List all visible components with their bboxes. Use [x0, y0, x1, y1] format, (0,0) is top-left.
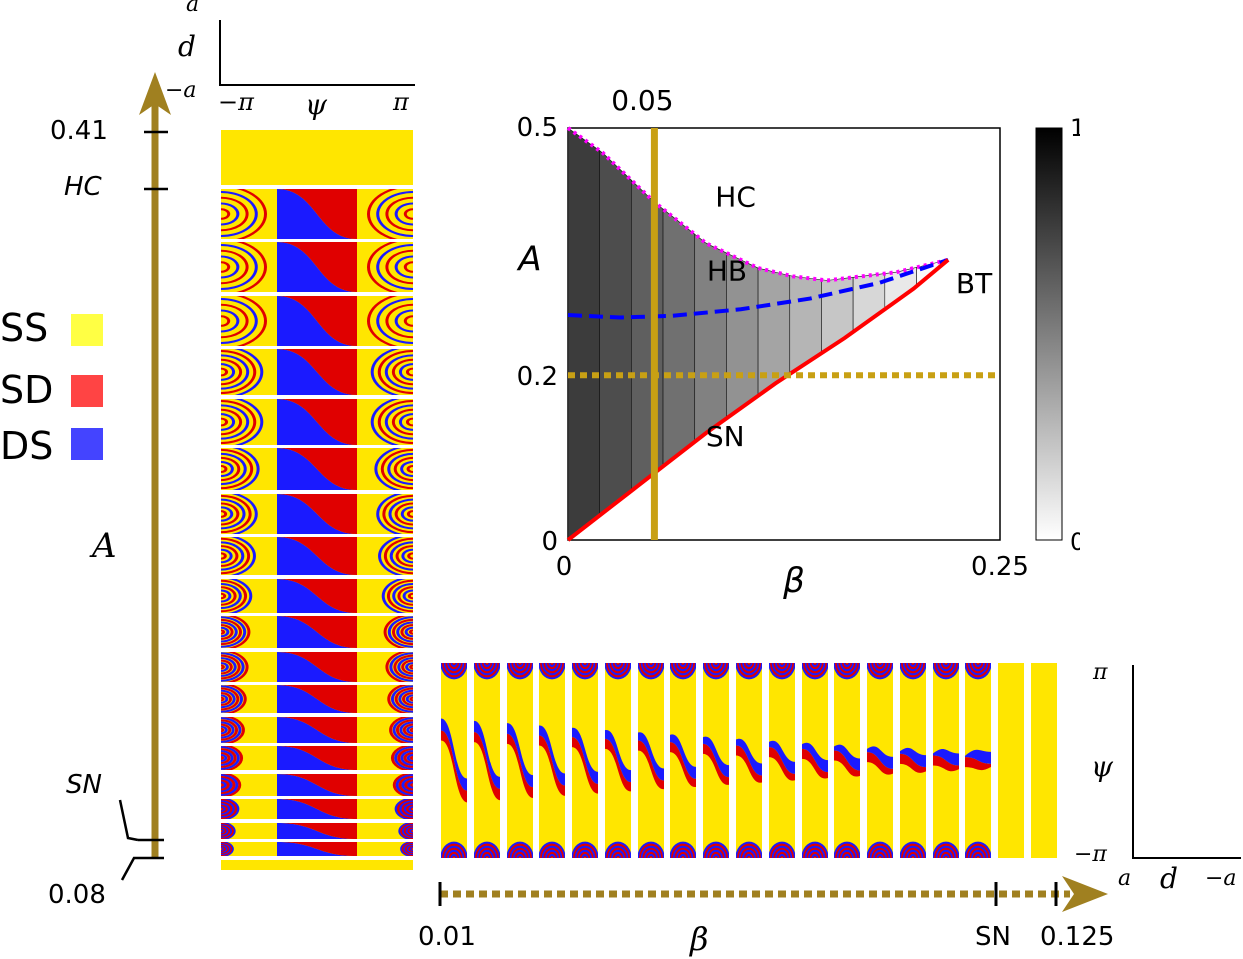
bottom-inset-xtick-right: −a — [1205, 866, 1237, 891]
pattern-strip — [670, 663, 697, 858]
pattern-strip — [539, 663, 566, 858]
beta-axis-tick-sn: SN — [975, 922, 1011, 952]
pattern-strip — [221, 716, 413, 743]
bottom-inset-ytick-top: π — [1093, 660, 1108, 685]
pattern-strip — [221, 859, 413, 870]
pattern-strip — [221, 685, 413, 713]
x-tick-label: 0 — [556, 552, 573, 582]
y-axis-label: A — [516, 239, 541, 279]
bottom-inset-xtick-left: a — [1118, 866, 1132, 891]
probability-band — [599, 150, 632, 517]
left-inset-ylabel: d — [178, 30, 196, 63]
y-tick-label: 0.2 — [517, 362, 558, 392]
pattern-strip — [768, 663, 795, 858]
pattern-strip — [221, 578, 413, 613]
pattern-strip — [932, 663, 959, 858]
probability-band — [631, 179, 664, 492]
sn-curve — [566, 258, 950, 542]
pattern-strip — [572, 663, 599, 858]
legend-ss-swatch — [71, 314, 103, 346]
y-tick-label: 0.5 — [517, 113, 558, 143]
pattern-strip — [801, 663, 828, 858]
x-tick-label: 0.25 — [971, 552, 1029, 582]
pattern-strip — [221, 130, 413, 185]
legend-sd-label: SD — [0, 368, 54, 412]
pattern-strip — [221, 746, 413, 770]
legend-ds-label: DS — [0, 424, 54, 468]
hc-label: HC — [715, 180, 756, 213]
top-marker-label: 0.05 — [611, 84, 673, 117]
pattern-strip — [998, 663, 1025, 858]
beta-axis-tick-start: 0.01 — [418, 922, 476, 952]
pattern-strip — [867, 663, 894, 858]
hb-label: HB — [707, 254, 747, 287]
a-axis-tick-sn: SN — [66, 770, 102, 800]
pattern-strip — [441, 663, 467, 858]
bottom-strip-row — [441, 663, 1057, 858]
colorbar-tick-top: 1 — [1070, 114, 1080, 142]
pattern-strip — [506, 663, 533, 858]
main-plot: 00.2500.20.50.05βAHCHBSNBT10Probability … — [516, 84, 1080, 600]
left-inset-xtick-left: −π — [218, 88, 254, 116]
bt-label: BT — [956, 267, 993, 300]
pattern-strip — [221, 349, 413, 395]
beta-axis-arrow — [438, 876, 1108, 912]
colorbar — [1035, 127, 1063, 541]
pattern-strip — [221, 448, 413, 490]
sn-label: SN — [706, 420, 745, 453]
pattern-strip — [221, 799, 413, 819]
hc-curve — [566, 126, 949, 283]
pattern-strip — [221, 242, 413, 292]
left-inset-xtick-right: π — [393, 88, 409, 116]
pattern-strip — [221, 537, 413, 575]
bottom-inset-axes — [1132, 665, 1241, 859]
left-inset-ytick-top: a — [186, 0, 200, 17]
pattern-strip — [965, 663, 992, 858]
left-inset-xlabel: ψ — [305, 88, 327, 121]
pattern-strip — [834, 663, 861, 858]
pattern-strip — [899, 663, 926, 858]
left-strip-stack — [221, 130, 413, 870]
pattern-strip — [221, 493, 413, 534]
hb-curve — [567, 257, 949, 320]
a-axis-tick-hc: HC — [64, 172, 102, 202]
pattern-strip — [221, 398, 413, 445]
bottom-inset-xlabel: d — [1160, 862, 1178, 895]
a-axis-tick-bottom: 0.08 — [48, 880, 106, 910]
pattern-strip — [736, 663, 762, 858]
pattern-strip — [473, 663, 500, 858]
legend-ds-swatch — [71, 428, 103, 460]
pattern-strip — [221, 188, 413, 239]
left-inset-axes — [219, 20, 415, 86]
pattern-strip — [221, 616, 413, 648]
pattern-strip — [703, 663, 730, 858]
bottom-inset-ytick-bottom: −π — [1074, 842, 1107, 867]
beta-axis-label: β — [690, 920, 709, 958]
legend-ss-label: SS — [0, 306, 49, 350]
pattern-strip — [604, 663, 631, 858]
probability-band — [662, 208, 696, 467]
pattern-strip — [1031, 663, 1057, 858]
pattern-strip — [221, 295, 413, 346]
beta-axis-tick-end: 0.125 — [1040, 922, 1115, 952]
probability-band — [567, 127, 600, 541]
bottom-inset-ylabel: ψ — [1091, 750, 1113, 783]
legend-sd-swatch — [71, 375, 103, 407]
pattern-strip — [221, 651, 413, 682]
pattern-strip — [221, 773, 413, 796]
a-axis-tick-top: 0.41 — [50, 116, 108, 146]
pattern-strip — [637, 663, 664, 858]
colorbar-tick-bottom: 0 — [1070, 528, 1080, 556]
pattern-strip — [221, 822, 413, 839]
pattern-strip — [221, 842, 413, 856]
left-inset-ytick-bottom: −a — [165, 78, 197, 103]
y-tick-label: 0 — [541, 527, 558, 557]
a-axis-label: A — [92, 526, 117, 566]
x-axis-label: β — [782, 561, 805, 600]
